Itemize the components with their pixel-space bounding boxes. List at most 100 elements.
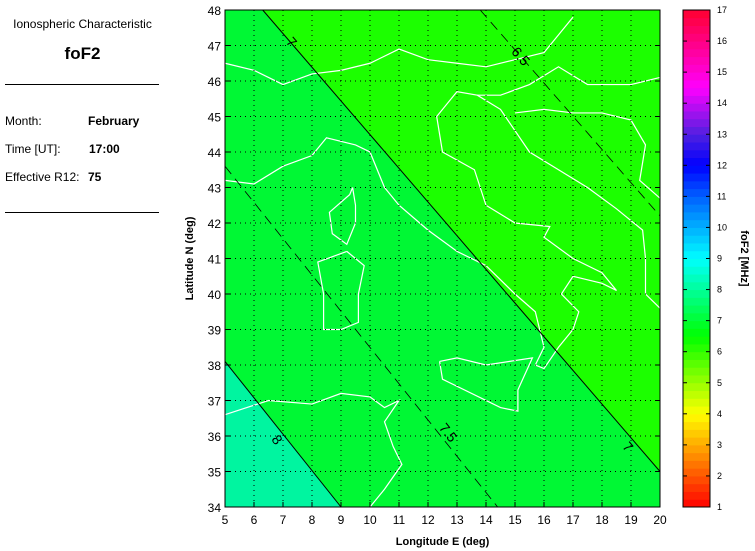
colorbar-band bbox=[683, 211, 710, 221]
colorbar-tick-label: 14 bbox=[717, 98, 727, 108]
coastline bbox=[224, 90, 661, 370]
coastline bbox=[514, 108, 661, 199]
y-axis-label: Latitude N (deg) bbox=[184, 216, 196, 300]
x-tick-label: 5 bbox=[222, 513, 229, 527]
contour-line-7 bbox=[262, 9, 661, 472]
colorbar-band bbox=[683, 126, 710, 135]
colorbar-band bbox=[683, 475, 710, 485]
colorbar-band bbox=[683, 87, 710, 96]
colorbar-band bbox=[683, 25, 710, 34]
colorbar-band bbox=[683, 204, 710, 213]
colorbar-band bbox=[683, 452, 710, 461]
colorbar-tick-label: 1 bbox=[717, 502, 722, 512]
characteristic-name: foF2 bbox=[64, 44, 101, 63]
colorbar-band bbox=[683, 266, 710, 275]
colorbar-band bbox=[683, 359, 710, 368]
colorbar-tick-label: 6 bbox=[717, 347, 722, 357]
colorbar-band bbox=[683, 382, 710, 392]
colorbar-tick-label: 2 bbox=[717, 471, 722, 481]
colorbar-band bbox=[683, 157, 710, 166]
y-tick-label: 45 bbox=[208, 111, 222, 125]
x-tick-label: 6 bbox=[251, 513, 258, 527]
month-label: Month: bbox=[5, 114, 42, 128]
x-tick-label: 10 bbox=[363, 513, 377, 527]
colorbar-band bbox=[683, 483, 710, 492]
colorbar-band bbox=[683, 10, 710, 19]
coastline bbox=[328, 187, 357, 246]
colorbar-band bbox=[683, 390, 710, 399]
colorbar-band bbox=[683, 79, 710, 89]
colorbar-band bbox=[683, 468, 710, 477]
colorbar-band bbox=[683, 258, 710, 267]
x-tick-label: 20 bbox=[653, 513, 667, 527]
colorbar-band bbox=[683, 367, 710, 376]
colorbar-band bbox=[683, 95, 710, 104]
colorbar-tick-label: 3 bbox=[717, 440, 722, 450]
colorbar-band bbox=[683, 274, 710, 283]
colorbar-tick-label: 17 bbox=[717, 5, 727, 15]
colorbar-band bbox=[683, 305, 710, 314]
colorbar-tick-label: 7 bbox=[717, 316, 722, 326]
colorbar-band bbox=[683, 242, 710, 252]
colorbar-tick-label: 4 bbox=[717, 409, 722, 419]
colorbar-band bbox=[683, 188, 710, 197]
colorbar-tick-label: 10 bbox=[717, 222, 727, 232]
y-tick-label: 48 bbox=[208, 4, 222, 18]
colorbar-band bbox=[683, 312, 710, 322]
contour-line-6.5 bbox=[479, 9, 661, 217]
contour-line-7.5 bbox=[224, 165, 498, 508]
colorbar-tick-label: 16 bbox=[717, 36, 727, 46]
coastline bbox=[439, 357, 534, 412]
y-tick-label: 39 bbox=[208, 324, 222, 338]
colorbar-band bbox=[683, 320, 710, 329]
y-tick-label: 46 bbox=[208, 75, 222, 89]
colorbar-band bbox=[683, 134, 710, 143]
colorbar-band bbox=[683, 281, 710, 291]
colorbar-band bbox=[683, 219, 710, 228]
colorbar-band bbox=[683, 110, 710, 120]
colorbar-tick-label: 9 bbox=[717, 254, 722, 264]
x-tick-label: 18 bbox=[595, 513, 609, 527]
divider bbox=[5, 84, 159, 85]
y-tick-label: 41 bbox=[208, 253, 222, 267]
colorbar-band bbox=[683, 235, 710, 244]
colorbar-band bbox=[683, 227, 710, 236]
coastline bbox=[477, 66, 661, 96]
colorbar-label: foF2 [MHz] bbox=[738, 230, 750, 287]
contour-line-8 bbox=[224, 361, 342, 508]
colorbar-band bbox=[683, 343, 710, 353]
colorbar-band bbox=[683, 56, 710, 65]
colorbar-band bbox=[683, 374, 710, 384]
colorbar-band bbox=[683, 460, 710, 469]
y-tick-label: 43 bbox=[208, 182, 222, 196]
colorbar-band bbox=[683, 437, 710, 446]
y-tick-label: 40 bbox=[208, 288, 222, 302]
colorbar-band bbox=[683, 421, 710, 430]
colorbar-band bbox=[683, 48, 710, 58]
colorbar-tick-label: 13 bbox=[717, 129, 727, 139]
x-tick-label: 13 bbox=[450, 513, 464, 527]
time-label: Time [UT]: bbox=[5, 142, 61, 156]
y-tick-label: 38 bbox=[208, 359, 222, 373]
colorbar-band bbox=[683, 103, 710, 112]
colorbar-band bbox=[683, 351, 710, 360]
colorbar-tick-label: 11 bbox=[717, 191, 726, 201]
colorbar-band bbox=[683, 289, 710, 298]
y-tick-label: 37 bbox=[208, 395, 222, 409]
month-value: February bbox=[88, 114, 140, 128]
x-tick-label: 8 bbox=[309, 513, 316, 527]
colorbar-band bbox=[683, 142, 710, 151]
colorbar-band bbox=[683, 149, 710, 159]
y-tick-label: 47 bbox=[208, 40, 222, 54]
x-tick-label: 12 bbox=[421, 513, 435, 527]
y-tick-label: 44 bbox=[208, 146, 222, 160]
colorbar-tick-label: 5 bbox=[717, 378, 722, 388]
colorbar-band bbox=[683, 297, 710, 306]
colorbar-band bbox=[683, 499, 710, 508]
coastline bbox=[224, 16, 574, 86]
colorbar-band bbox=[683, 429, 710, 438]
x-tick-label: 11 bbox=[393, 513, 406, 527]
colorbar-band bbox=[683, 17, 710, 27]
r12-label: Effective R12: bbox=[5, 170, 80, 184]
